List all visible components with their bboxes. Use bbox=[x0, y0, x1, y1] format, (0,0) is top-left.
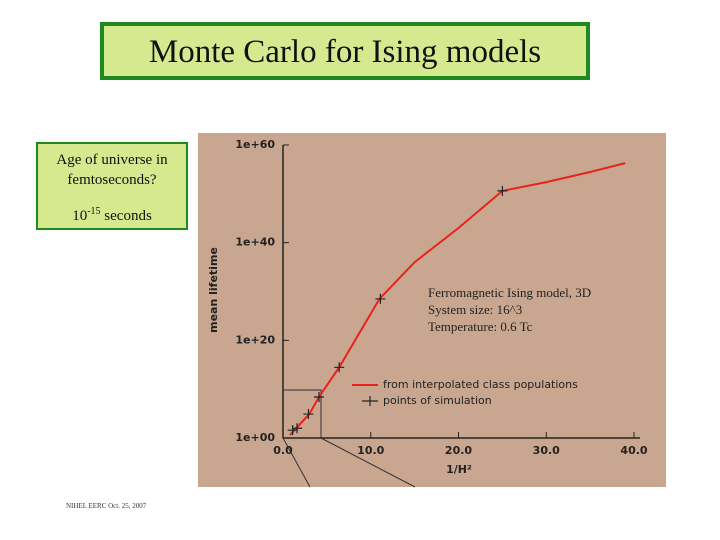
legend-label: points of simulation bbox=[383, 394, 492, 407]
point bbox=[313, 391, 324, 402]
answer-exp: -15 bbox=[87, 206, 101, 217]
zoom-line bbox=[282, 437, 311, 488]
point bbox=[497, 185, 508, 196]
y-tick-label: 1e+60 bbox=[235, 138, 275, 151]
question: Age of universe in femtoseconds? bbox=[56, 152, 168, 188]
legend-label: from interpolated class populations bbox=[383, 378, 578, 391]
x-axis-label: 1/H² bbox=[446, 463, 472, 476]
y-tick-label: 1e+00 bbox=[235, 431, 275, 444]
zoom-line bbox=[320, 437, 416, 488]
point bbox=[375, 293, 386, 304]
x-tick-label: 30.0 bbox=[533, 444, 560, 457]
title: Monte Carlo for Ising models bbox=[148, 34, 542, 70]
point bbox=[287, 425, 298, 436]
y-tick-label: 1e+40 bbox=[235, 236, 275, 249]
answer-unit: seconds bbox=[104, 208, 152, 224]
point bbox=[334, 362, 345, 373]
question-box: Age of universe in femtoseconds? 10-15 s… bbox=[36, 142, 188, 230]
annotation: Ferromagnetic Ising model, 3D bbox=[428, 285, 591, 300]
answer: 10-15 seconds bbox=[38, 202, 186, 226]
x-tick-label: 0.0 bbox=[273, 444, 293, 457]
chart-background bbox=[198, 133, 666, 487]
point bbox=[303, 409, 314, 420]
annotation: System size: 16^3 bbox=[428, 302, 522, 317]
x-tick-label: 20.0 bbox=[445, 444, 472, 457]
answer-base: 10 bbox=[72, 208, 88, 224]
title-box: Monte Carlo for Ising models bbox=[100, 22, 590, 80]
y-tick-label: 1e+20 bbox=[235, 333, 275, 346]
x-tick-label: 40.0 bbox=[620, 444, 647, 457]
annotation: Temperature: 0.6 Tc bbox=[428, 319, 533, 334]
curve bbox=[289, 162, 626, 436]
y-axis-label: mean lifetime bbox=[207, 247, 220, 333]
footer: NIHEL EERC Oct. 25, 2007 bbox=[66, 502, 147, 510]
x-tick-label: 10.0 bbox=[357, 444, 384, 457]
point bbox=[292, 423, 303, 434]
legend-swatch bbox=[362, 396, 378, 406]
